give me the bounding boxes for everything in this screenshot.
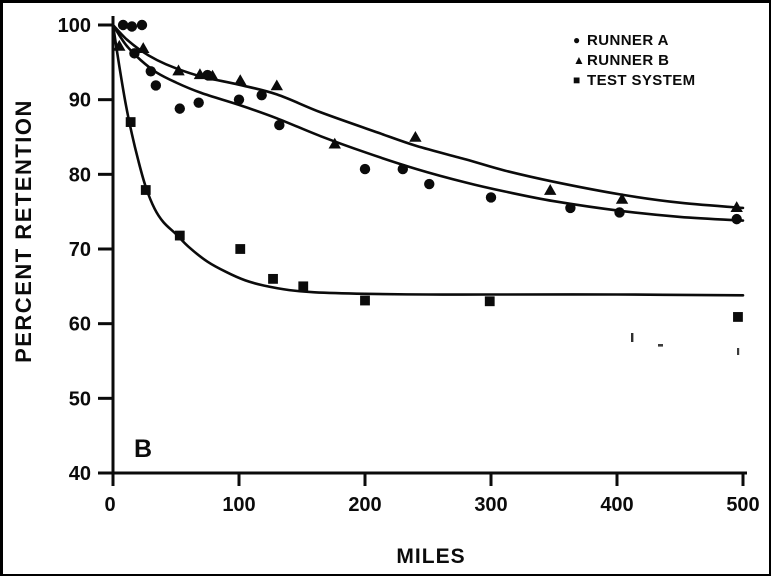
y-tick-label: 80 [69, 164, 91, 186]
fit-curve-test-system [111, 23, 745, 297]
circle-marker [731, 213, 742, 225]
panel-label: B [134, 435, 153, 463]
triangle-marker [270, 79, 283, 91]
x-tick-label: 500 [726, 494, 759, 516]
square-marker [360, 295, 370, 306]
y-tick-label: 40 [69, 463, 91, 485]
circle-marker [117, 19, 129, 31]
square-marker [298, 281, 309, 292]
circle-marker [397, 163, 408, 175]
circle-marker [424, 178, 435, 190]
square-marker [125, 117, 136, 127]
scan-artifact [631, 333, 634, 342]
y-tick-label: 70 [69, 239, 91, 261]
x-tick-label: 300 [474, 494, 507, 516]
y-tick-label: 50 [69, 388, 91, 410]
x-tick-label: 200 [348, 494, 381, 516]
circle-marker [233, 94, 245, 105]
legend-item-runner-b: ▲ RUNNER B [573, 50, 696, 70]
square-marker [484, 296, 495, 307]
circle-marker [129, 48, 140, 59]
y-tick-label: 100 [58, 15, 91, 37]
legend-item-runner-a: ● RUNNER A [573, 30, 696, 50]
triangle-marker [409, 131, 422, 142]
x-tick-label: 100 [222, 494, 255, 516]
triangle-marker [730, 201, 743, 212]
square-marker [733, 312, 743, 322]
triangle-marker-icon: ▲ [573, 53, 585, 67]
circle-marker [485, 192, 497, 203]
circle-marker [145, 66, 156, 77]
fit-curve-runner-b [111, 23, 745, 210]
triangle-marker [172, 64, 185, 76]
legend-label: RUNNER B [587, 51, 670, 69]
x-tick-label: 0 [104, 494, 115, 516]
legend: ● RUNNER A ▲ RUNNER B ■ TEST SYSTEM [573, 30, 696, 90]
triangle-marker [206, 69, 219, 81]
circle-marker [274, 119, 285, 131]
scan-artifact [658, 344, 663, 347]
x-axis-title: MILES [396, 545, 466, 568]
triangle-marker [137, 42, 150, 53]
triangle-marker [113, 39, 126, 51]
circle-marker [359, 163, 371, 175]
square-marker [268, 273, 278, 284]
square-marker [174, 230, 185, 241]
triangle-marker [615, 192, 629, 204]
circle-marker [565, 202, 576, 214]
legend-label: RUNNER A [587, 31, 669, 49]
circle-marker-icon: ● [573, 33, 581, 47]
square-marker [235, 244, 246, 254]
scan-artifact [737, 348, 740, 355]
triangle-marker [328, 137, 341, 149]
x-tick-label: 400 [600, 494, 633, 516]
circle-marker [150, 80, 162, 91]
y-tick-label: 60 [69, 314, 91, 336]
circle-marker [256, 89, 267, 101]
y-axis-title: PERCENT RETENTION [11, 99, 36, 363]
circle-marker [614, 207, 625, 218]
circle-marker [193, 97, 204, 108]
circle-marker [136, 19, 148, 31]
legend-label: TEST SYSTEM [587, 71, 696, 89]
triangle-marker [193, 68, 207, 80]
square-marker [140, 185, 151, 195]
triangle-marker [544, 184, 557, 195]
circle-marker [174, 103, 185, 114]
circle-marker [126, 21, 138, 32]
legend-item-test-system: ■ TEST SYSTEM [573, 70, 696, 90]
triangle-marker [234, 74, 247, 86]
y-tick-label: 90 [69, 90, 91, 112]
square-marker-icon: ■ [573, 73, 581, 87]
